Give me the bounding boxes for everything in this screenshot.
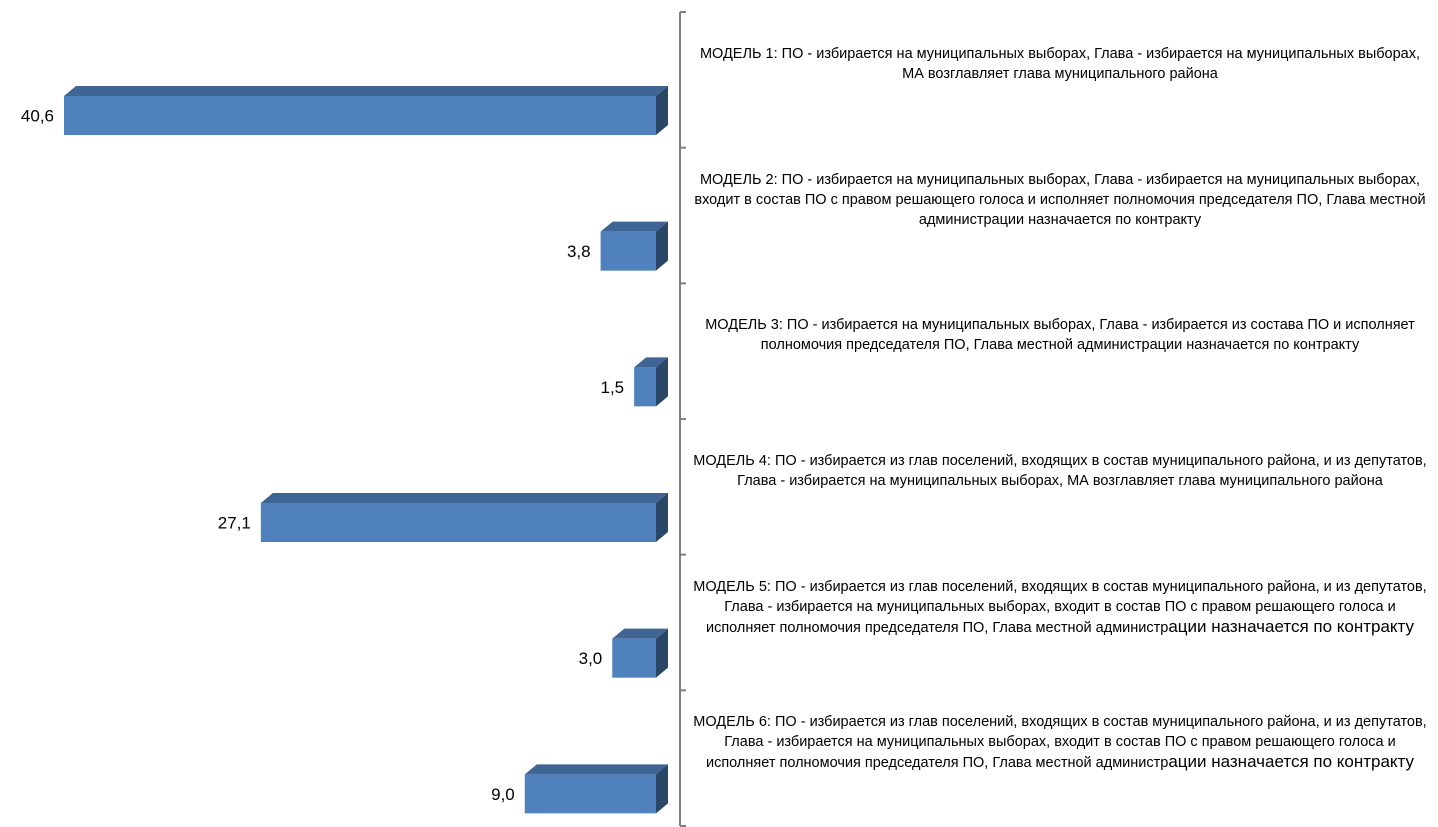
data-label-4: 27,1 [218,514,251,533]
bar-side-3 [656,357,668,407]
category-label-5: МОДЕЛЬ 5: ПО - избирается из глав поселе… [690,577,1430,638]
bar-top-2 [600,221,668,232]
bar-top-1 [64,86,668,96]
bar-2 [600,231,656,271]
bar-top-4 [260,493,668,503]
data-label-2: 3,8 [567,242,591,261]
category-label-1: МОДЕЛЬ 1: ПО - избирается на муниципальн… [690,44,1430,84]
category-label-text: МОДЕЛЬ 1: ПО - избирается на муниципальн… [699,45,1421,82]
category-label-tail: ации назначается по контракту [1168,752,1415,772]
data-label-5: 3,0 [579,649,603,668]
bar-top-3 [634,357,668,368]
bar-side-2 [656,221,668,271]
category-label-6: МОДЕЛЬ 6: ПО - избирается из глав поселе… [690,712,1430,773]
category-label-tail: ации назначается по контракту [1168,616,1415,636]
data-label-3: 1,5 [600,378,624,397]
data-label-6: 9,0 [491,785,515,804]
bar-side-1 [656,86,668,135]
bar-5 [612,638,656,678]
bar-side-6 [656,764,668,814]
bar-top-5 [612,628,668,639]
bar-side-5 [656,628,668,678]
category-label-text: МОДЕЛЬ 3: ПО - избирается на муниципальн… [705,317,1415,354]
category-label-text: МОДЕЛЬ 5: ПО - избирается из глав поселе… [693,578,1427,636]
category-label-2: МОДЕЛЬ 2: ПО - избирается на муниципальн… [690,170,1430,230]
bar-3 [634,367,656,407]
category-label-text: МОДЕЛЬ 6: ПО - избирается из глав поселе… [693,714,1427,772]
category-label-text: МОДЕЛЬ 2: ПО - избирается на муниципальн… [694,171,1426,228]
bar-side-4 [656,493,668,542]
data-label-1: 40,6 [21,107,54,126]
category-label-4: МОДЕЛЬ 4: ПО - избирается из глав поселе… [690,451,1430,491]
category-label-3: МОДЕЛЬ 3: ПО - избирается на муниципальн… [690,315,1430,355]
bar-top-6 [524,764,668,775]
bar-6 [524,774,656,814]
bar-1 [64,96,656,135]
bar-4 [260,503,656,542]
category-label-text: МОДЕЛЬ 4: ПО - избирается из глав поселе… [693,452,1427,489]
